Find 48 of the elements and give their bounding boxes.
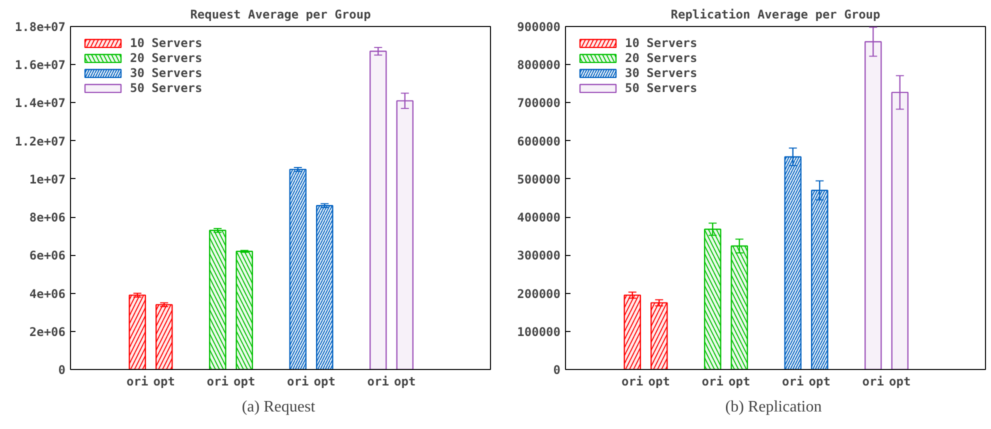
y-tick-label: 900000	[517, 20, 561, 34]
y-tick-label: 200000	[517, 286, 561, 301]
x-tick-label: ori	[622, 374, 644, 388]
y-tick-label: 8e+06	[29, 210, 66, 225]
x-tick-label: ori	[702, 374, 724, 388]
y-tick-label: 2e+06	[29, 324, 66, 339]
legend-label: 10 Servers	[625, 36, 698, 50]
legend-label: 50 Servers	[625, 81, 698, 95]
y-tick-label: 800000	[517, 58, 561, 72]
y-tick-label: 6e+06	[29, 248, 66, 263]
x-tick-label: opt	[728, 374, 750, 388]
x-tick-label: ori	[862, 374, 884, 388]
y-tick-label: 300000	[517, 248, 561, 263]
x-tick-label: opt	[808, 374, 830, 388]
x-tick-label: opt	[234, 374, 256, 388]
y-tick-label: 500000	[517, 172, 561, 186]
y-tick-label: 4e+06	[29, 286, 66, 301]
y-tick-label: 1e+07	[29, 172, 66, 186]
y-tick-label: 1.4e+07	[14, 96, 66, 110]
x-tick-label: ori	[287, 374, 309, 388]
legend-label: 30 Servers	[130, 66, 202, 80]
y-tick-label: 0	[553, 363, 561, 377]
legend-label: 10 Servers	[130, 36, 202, 50]
x-tick-label: opt	[889, 374, 911, 388]
y-tick-label: 100000	[517, 324, 561, 339]
chart-title: Replication Average per Group	[670, 8, 880, 22]
y-tick-label: 1.2e+07	[14, 134, 66, 148]
legend-label: 30 Servers	[625, 66, 698, 80]
y-tick-label: 400000	[517, 210, 561, 225]
legend-label: 50 Servers	[130, 81, 202, 95]
text: (a) Request	[242, 398, 316, 416]
legend-label: 20 Servers	[625, 51, 698, 65]
x-tick-label: opt	[648, 374, 670, 388]
y-tick-label: 1.8e+07	[14, 20, 66, 34]
y-tick-label: 700000	[517, 96, 561, 110]
y-tick-label: 0	[58, 363, 66, 377]
x-tick-label: ori	[367, 374, 389, 388]
x-tick-label: ori	[782, 374, 804, 388]
legend-label: 20 Servers	[130, 51, 202, 65]
y-tick-label: 600000	[517, 134, 561, 148]
x-tick-label: opt	[394, 374, 416, 388]
chart-title: Request Average per Group	[190, 8, 371, 22]
x-tick-label: ori	[206, 374, 228, 388]
x-tick-label: opt	[314, 374, 336, 388]
x-tick-label: opt	[153, 374, 175, 388]
y-tick-label: 1.6e+07	[14, 58, 66, 72]
text: (b) Replication	[725, 398, 822, 416]
x-tick-label: ori	[126, 374, 148, 388]
